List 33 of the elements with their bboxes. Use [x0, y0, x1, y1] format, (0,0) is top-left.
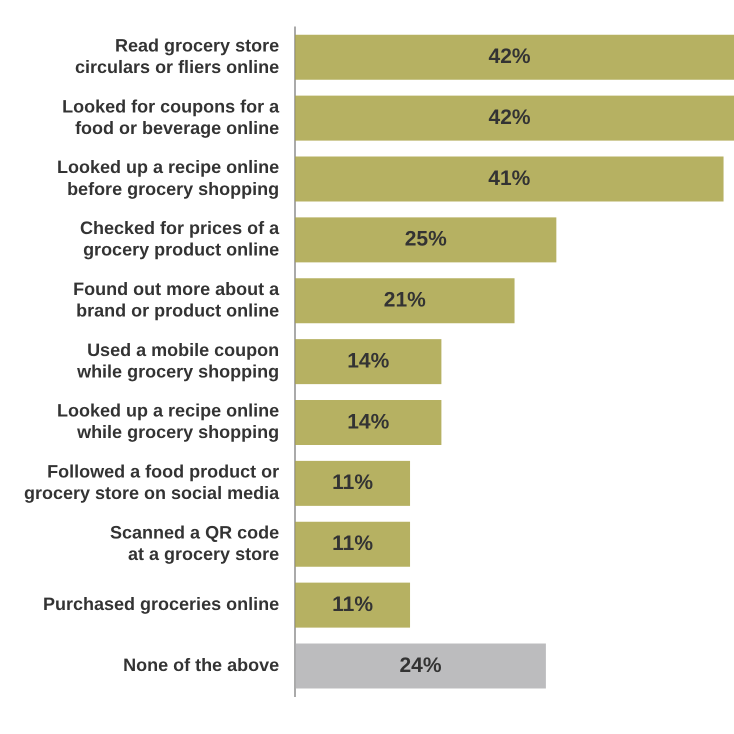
- y-tick-label: Followed a food product or grocery store on social media: [24, 462, 280, 504]
- y-tick-label: None of the above: [123, 654, 280, 675]
- y-tick-label: Purchased groceries online: [43, 594, 280, 614]
- bar: [295, 278, 515, 324]
- bar: [295, 339, 442, 384]
- bar: [295, 400, 442, 445]
- data-label: 11%: [332, 592, 374, 616]
- y-tick-label: Looked up a recipe online while grocery shopping: [57, 400, 280, 442]
- bar: [295, 643, 546, 688]
- bar: [295, 96, 734, 141]
- bar: [295, 156, 724, 202]
- bar: [295, 217, 556, 262]
- y-tick-label: Looked for coupons for a food or beverage online: [62, 96, 280, 138]
- bar: [295, 582, 410, 628]
- data-label: 21%: [384, 288, 426, 312]
- y-tick-label: Looked up a recipe online before grocery shopping: [57, 157, 280, 199]
- bar: [295, 34, 734, 80]
- y-tick-label: Found out more about a brand or product online: [73, 278, 280, 320]
- y-tick-label: Used a mobile coupon while grocery shopping: [76, 340, 280, 382]
- data-label: 14%: [347, 410, 390, 434]
- data-label: 24%: [399, 654, 442, 677]
- bar: [295, 460, 410, 506]
- bar: [295, 522, 410, 567]
- data-label: 42%: [488, 106, 531, 129]
- data-label: 11%: [332, 532, 374, 556]
- data-label: 25%: [404, 228, 448, 251]
- data-label: 41%: [488, 166, 531, 190]
- y-tick-label: Scanned a QR code at a grocery store: [110, 522, 280, 564]
- y-tick-label: Checked for prices of a grocery product online: [80, 218, 280, 260]
- data-label: 11%: [332, 471, 374, 494]
- data-label: 42%: [488, 45, 531, 68]
- y-tick-label: Read grocery store circulars or fliers online: [75, 35, 280, 78]
- data-label: 14%: [347, 349, 390, 372]
